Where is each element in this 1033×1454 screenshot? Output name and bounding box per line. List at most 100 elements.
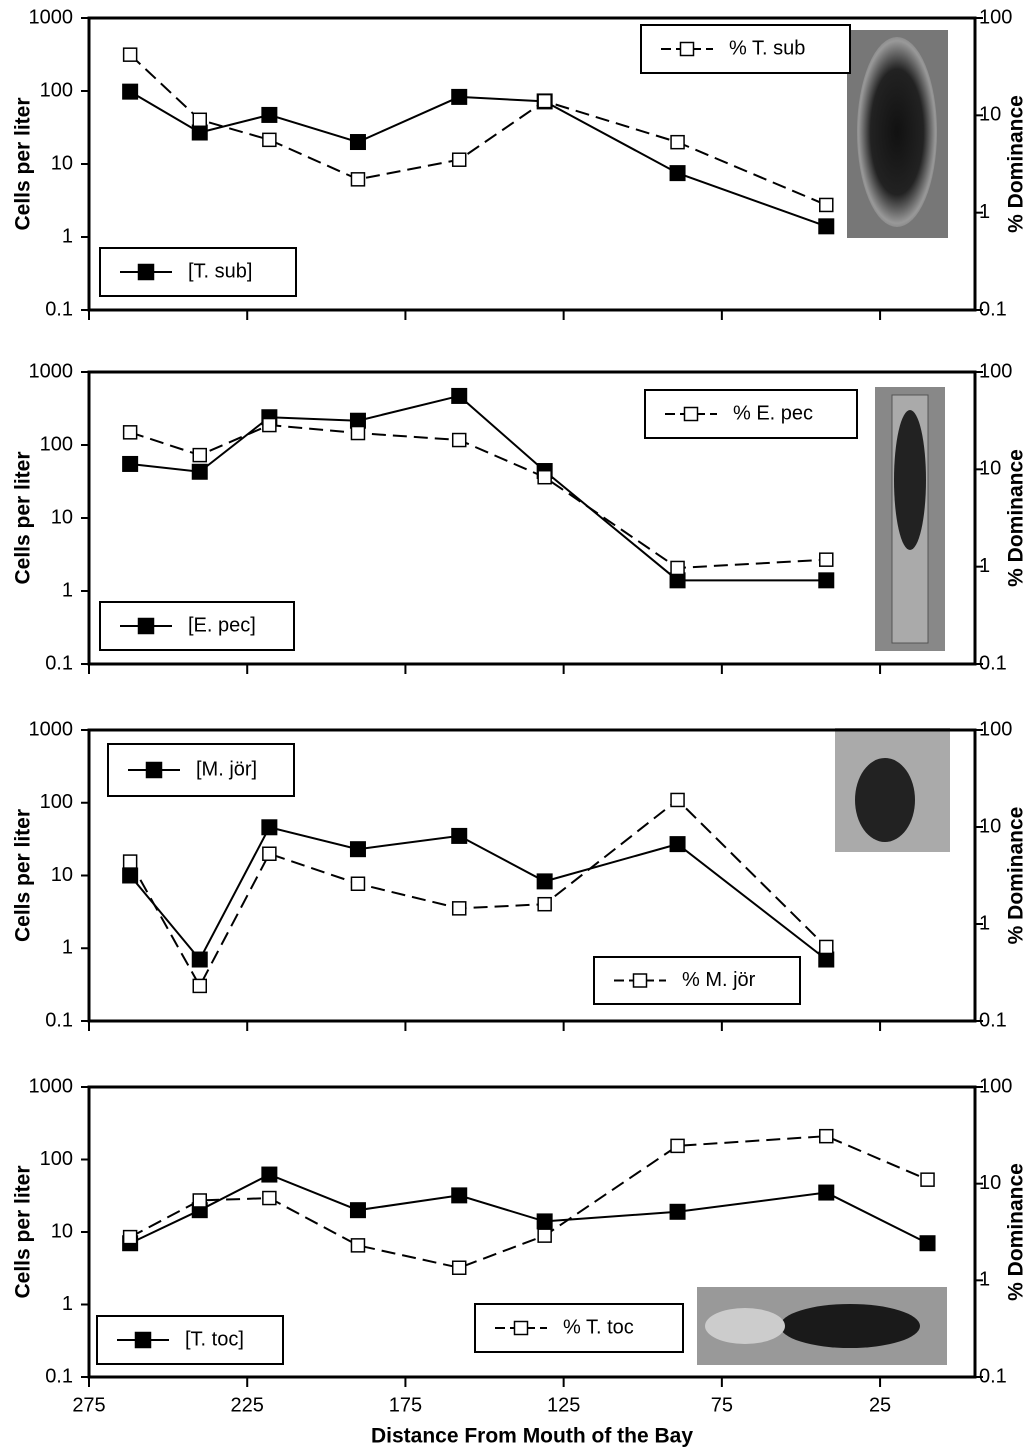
data-point [349, 134, 366, 151]
y2-tick-label: 1 [979, 912, 990, 934]
y-tick-label: 10 [51, 506, 73, 528]
data-point [818, 572, 835, 589]
data-point [262, 1190, 277, 1206]
data-point [261, 106, 278, 123]
data-point [451, 827, 468, 844]
legend-box [474, 1303, 684, 1353]
y-tick-label: 100 [40, 791, 73, 813]
y2-tick-label: 0.1 [979, 298, 1007, 320]
y-axis-label: Cells per liter [12, 97, 35, 230]
data-point [261, 819, 278, 836]
y2-tick-label: 1 [979, 555, 990, 577]
series-line [129, 826, 827, 962]
data-point [350, 172, 366, 187]
y2-tick-label: 0.1 [979, 1365, 1007, 1387]
legend: [M. jör] [107, 743, 295, 797]
y2-tick-label: 1 [979, 201, 990, 223]
y-tick-label: 1 [62, 225, 73, 247]
x-tick-label: 125 [547, 1394, 580, 1416]
legend-label: [M. jör] [196, 758, 257, 780]
data-point [537, 896, 552, 912]
data-point [819, 1128, 834, 1144]
y-axis-label: Cells per liter [12, 809, 35, 942]
legend-label: [T. toc] [185, 1328, 244, 1350]
y-tick-label: 1000 [29, 718, 74, 740]
data-point [537, 469, 552, 485]
y-tick-label: 10 [51, 864, 73, 886]
y2-axis-label: % Dominance [1005, 95, 1028, 233]
y2-tick-label: 1 [979, 1269, 990, 1291]
legend: % E. pec [644, 389, 858, 439]
data-point [262, 132, 277, 148]
y-tick-label: 0.1 [45, 298, 73, 320]
y2-tick-label: 10 [979, 104, 1001, 126]
data-point [451, 432, 467, 448]
y-tick-label: 100 [40, 1148, 73, 1170]
series-line [129, 53, 827, 206]
data-point [451, 1187, 468, 1204]
y-tick-label: 0.1 [45, 652, 73, 674]
plot-frame [87, 370, 977, 666]
data-point [819, 197, 834, 213]
legend: % T. toc [474, 1303, 684, 1353]
data-point [122, 455, 139, 472]
data-point [350, 876, 366, 891]
y-tick-label: 0.1 [45, 1009, 73, 1031]
y-tick-label: 1 [62, 937, 73, 959]
legend-label: % T. toc [563, 1316, 634, 1338]
y-tick-label: 1000 [29, 1075, 74, 1097]
data-point [122, 47, 138, 62]
y2-tick-label: 100 [979, 718, 1012, 740]
data-point [451, 1260, 467, 1275]
legend-marker [683, 406, 699, 422]
legend: % M. jör [593, 956, 801, 1005]
data-point [122, 1229, 138, 1245]
legend-marker [632, 973, 648, 988]
legend: [T. toc] [96, 1315, 284, 1365]
data-point [192, 447, 207, 463]
x-tick-label: 25 [869, 1394, 891, 1416]
y-tick-label: 1000 [29, 6, 74, 28]
y-axis-label: Cells per liter [12, 1165, 35, 1298]
y2-tick-label: 10 [979, 458, 1001, 480]
y2-axis-label: % Dominance [1005, 807, 1028, 945]
y-tick-label: 10 [51, 1220, 73, 1242]
data-point [537, 93, 552, 109]
data-point [669, 836, 686, 853]
y2-tick-label: 10 [979, 815, 1001, 837]
legend-marker [134, 1331, 152, 1349]
y2-tick-label: 0.1 [979, 1009, 1007, 1031]
y2-tick-label: 100 [979, 1075, 1012, 1097]
data-point [451, 88, 468, 105]
data-point [819, 939, 834, 955]
legend: [T. sub] [99, 247, 297, 297]
data-point [191, 951, 208, 968]
data-point [122, 83, 139, 100]
y-axis-label: Cells per liter [12, 451, 35, 584]
legend: % T. sub [640, 24, 851, 74]
data-point [122, 854, 138, 869]
data-point [919, 1235, 936, 1252]
legend-marker [137, 617, 155, 635]
series-line [129, 1173, 928, 1245]
data-point [262, 417, 277, 433]
micrograph-cell [855, 758, 915, 842]
data-point [818, 951, 835, 968]
micrograph-cell [857, 37, 937, 227]
x-tick-label: 275 [72, 1394, 105, 1416]
data-point [192, 978, 207, 994]
y-tick-label: 1000 [29, 360, 74, 382]
data-point [670, 134, 685, 150]
legend-label: [T. sub] [188, 260, 252, 282]
legend-label: [E. pec] [188, 614, 256, 636]
data-point [670, 1138, 685, 1154]
series-line [129, 424, 827, 569]
x-tick-label: 175 [389, 1394, 422, 1416]
data-point [191, 463, 208, 480]
micrograph-cell [705, 1308, 785, 1344]
data-point [818, 1184, 835, 1201]
x-tick-label: 75 [711, 1394, 733, 1416]
data-point [669, 1203, 686, 1220]
y2-tick-label: 0.1 [979, 652, 1007, 674]
